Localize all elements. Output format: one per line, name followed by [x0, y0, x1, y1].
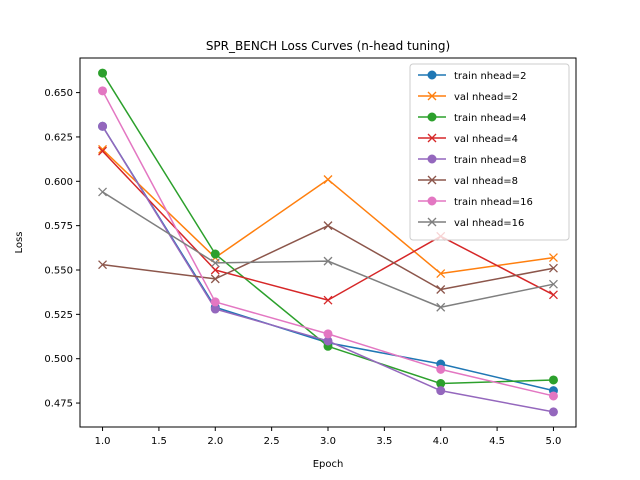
x-tick-label: 2.0: [207, 436, 223, 447]
train-nhead-16-point: [210, 297, 220, 307]
y-tick-label: 0.500: [44, 354, 73, 365]
val-nhead-4-point: [210, 265, 220, 275]
x-tick-label: 1.0: [95, 436, 111, 447]
legend-box: [409, 63, 570, 241]
x-tick-label: 1.5: [151, 436, 167, 447]
series-layer: [98, 68, 558, 417]
y-tick-label: 0.600: [44, 177, 73, 188]
legend-label: val nhead=8: [454, 176, 518, 187]
y-tick-label: 0.625: [44, 132, 73, 143]
val-nhead-4-point: [323, 295, 333, 305]
train-nhead-16-point: [323, 329, 333, 339]
val-nhead-2-point: [323, 175, 333, 184]
legend-label: train nhead=4: [454, 113, 527, 124]
train-nhead-4-point: [98, 68, 108, 78]
legend-label: val nhead=4: [454, 134, 518, 145]
y-axis-ticks: 0.475 0.500 0.525 0.550 0.575 0.600 0.625 0.650: [44, 88, 80, 410]
legend-marker: [427, 175, 437, 185]
train-nhead-8-point: [548, 407, 558, 417]
legend-label: train nhead=16: [454, 197, 533, 208]
val-nhead-2-point: [548, 253, 558, 263]
val-nhead-8-point: [436, 285, 446, 294]
val-nhead-2-point: [436, 269, 446, 279]
legend-entry-val-nhead-8: val nhead=8: [418, 175, 518, 187]
y-tick-label: 0.475: [44, 399, 73, 410]
val-nhead-8-point: [98, 260, 108, 270]
y-axis-label: Loss: [14, 232, 25, 254]
legend-label: train nhead=2: [454, 71, 527, 82]
legend-label: val nhead=2: [454, 92, 518, 103]
series-train-nhead-8: [98, 121, 558, 417]
val-nhead-8-point: [323, 221, 333, 231]
x-axis-label: Epoch: [313, 459, 344, 470]
train-nhead-8-point: [436, 386, 446, 396]
train-nhead-16-point: [98, 86, 108, 96]
chart-title: SPR_BENCH Loss Curves (n-head tuning): [206, 39, 450, 53]
series-train-nhead-16: [98, 86, 558, 401]
legend-marker: [427, 196, 437, 206]
y-tick-label: 0.525: [44, 310, 73, 321]
legend-label: val nhead=16: [454, 218, 524, 229]
legend-marker: [427, 154, 437, 164]
train-nhead-16-point: [436, 364, 446, 374]
y-tick-label: 0.550: [44, 265, 73, 276]
legend-entry-train-nhead-2: train nhead=2: [418, 70, 527, 82]
val-nhead-16-point: [98, 187, 108, 197]
x-tick-label: 4.5: [489, 436, 505, 447]
val-nhead-16-point: [436, 302, 446, 312]
val-nhead-4-point: [548, 290, 558, 300]
legend-entry-train-nhead-8: train nhead=8: [418, 154, 527, 166]
legend-marker: [427, 133, 437, 143]
legend-entry-val-nhead-16: val nhead=16: [418, 217, 524, 229]
val-nhead-4-point: [98, 146, 108, 156]
val-nhead-2-point: [98, 144, 108, 154]
val-nhead-8-point: [210, 274, 220, 284]
val-nhead-16-point: [323, 256, 333, 266]
legend-marker: [427, 70, 437, 80]
series-val-nhead-16: [98, 187, 558, 312]
y-tick-label: 0.650: [44, 88, 73, 99]
series-val-nhead-2: [98, 144, 558, 279]
legend-label: train nhead=8: [454, 155, 527, 166]
series-val-nhead-8: [98, 221, 558, 294]
series-train-nhead-4: [98, 68, 558, 389]
x-tick-label: 2.5: [264, 436, 280, 447]
train-nhead-16-point: [548, 391, 558, 401]
train-nhead-4-point: [548, 375, 558, 385]
train-nhead-8-point: [98, 121, 108, 131]
y-tick-label: 0.575: [44, 221, 73, 232]
train-nhead-4-point: [210, 249, 220, 259]
x-tick-label: 4.0: [433, 436, 449, 447]
legend-entry-val-nhead-4: val nhead=4: [418, 133, 518, 145]
legend-entry-train-nhead-16: train nhead=16: [418, 196, 533, 208]
val-nhead-8-point: [548, 263, 558, 273]
val-nhead-16-point: [210, 258, 220, 268]
legend-entry-val-nhead-2: val nhead=2: [418, 91, 518, 103]
legend-entry-train-nhead-4: train nhead=4: [418, 112, 527, 124]
legend-marker: [427, 112, 437, 122]
x-axis-ticks: 1.0 1.5 2.0 2.5 3.0 3.5 4.0 4.5 5.0: [95, 427, 562, 447]
legend-marker: [427, 91, 437, 101]
legend-marker: [427, 217, 437, 227]
x-tick-label: 3.5: [376, 436, 392, 447]
legend: train nhead=2 val nhead=2 train nhead=4 val…: [409, 63, 570, 241]
val-nhead-16-point: [548, 279, 558, 289]
x-tick-label: 5.0: [546, 436, 562, 447]
x-tick-label: 3.0: [320, 436, 336, 447]
